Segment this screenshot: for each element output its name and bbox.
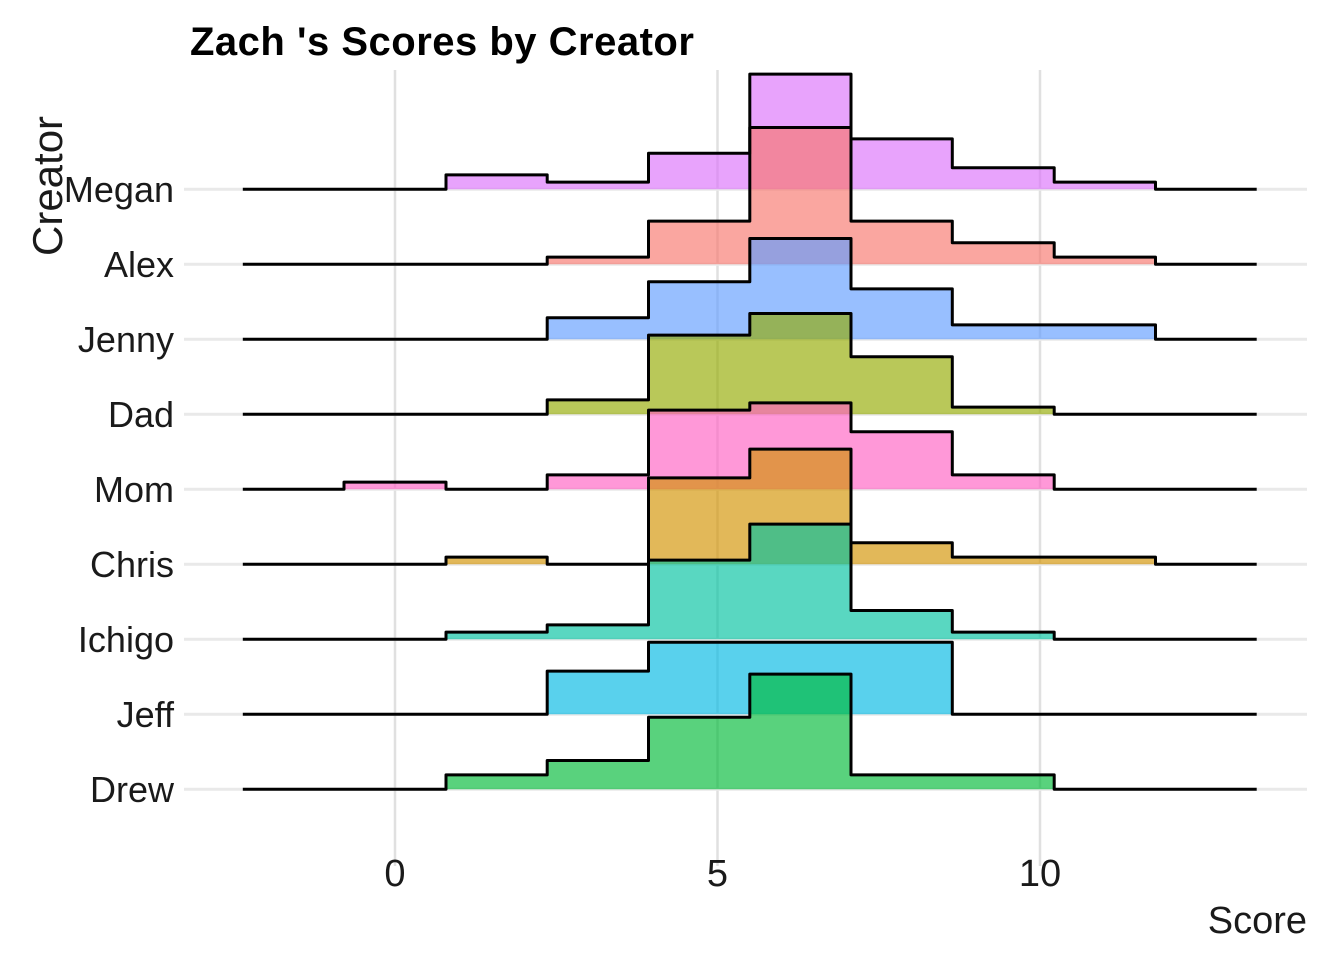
ridge-outline-megan (242, 72, 1257, 191)
y-axis-label-jenny: Jenny (78, 319, 174, 360)
ridge-outline-dad (242, 312, 1257, 416)
ridge-fill-alex (242, 127, 1257, 265)
ridge-fill-dad (242, 313, 1257, 415)
x-tick-label-10: 10 (1019, 853, 1061, 895)
ridge-fill-drew (242, 674, 1257, 790)
ridge-outline-mom (242, 401, 1257, 491)
y-axis-label-mom: Mom (94, 469, 174, 510)
y-axis-label-megan: Megan (64, 169, 174, 210)
y-axis-label-ichigo: Ichigo (78, 619, 174, 660)
x-axis-title: Score (1207, 900, 1307, 942)
ridge-outline-jenny (242, 237, 1257, 341)
x-tick-label-5: 5 (707, 853, 728, 895)
ridge-outline-alex (242, 126, 1257, 266)
y-axis-label-dad: Dad (108, 394, 174, 435)
y-axis-label-drew: Drew (90, 769, 175, 810)
x-tick-label-0: 0 (384, 853, 405, 895)
y-axis-title: Creator (24, 115, 71, 256)
ridge-outline-drew (242, 672, 1257, 791)
ridge-fill-jenny (242, 238, 1257, 340)
y-axis-label-chris: Chris (90, 544, 174, 585)
ridge-outline-chris (242, 447, 1257, 566)
ridge-outline-ichigo (242, 522, 1257, 641)
chart-title: Zach 's Scores by Creator (190, 20, 695, 64)
y-axis-label-jeff: Jeff (117, 694, 175, 735)
ridge-outline-jeff (242, 640, 1257, 716)
y-axis-label-alex: Alex (104, 244, 174, 285)
ridge-fill-chris (242, 449, 1257, 565)
ridge-fill-ichigo (242, 524, 1257, 640)
ridge-fill-mom (242, 402, 1257, 490)
